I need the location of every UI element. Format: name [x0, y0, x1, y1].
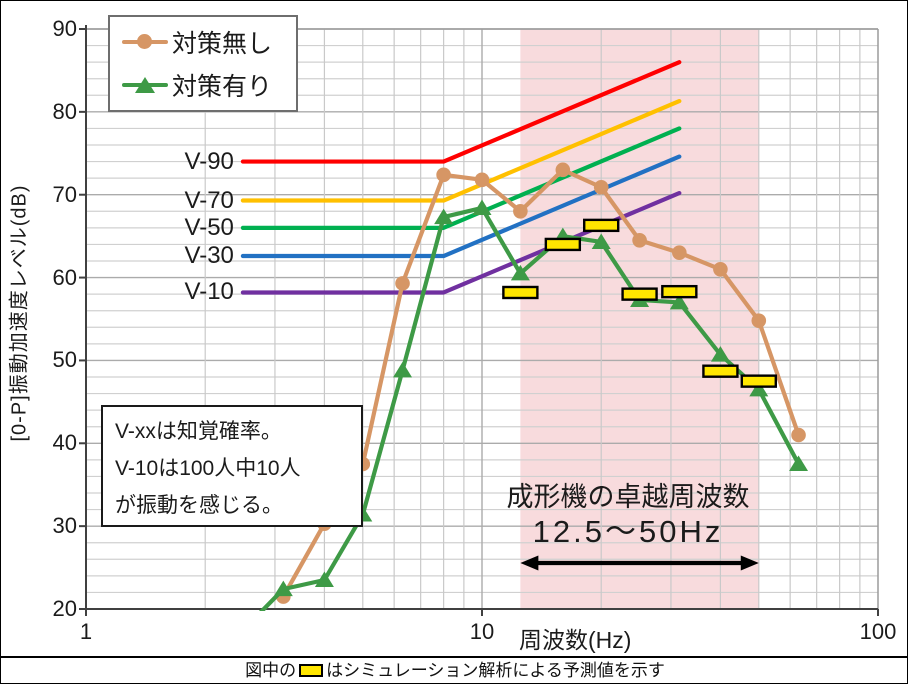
circle-marker — [632, 232, 647, 248]
chart-area: [0-P]振動加速度レベル(dB) 20 30 40 50 60 70 80 90 1 10 10… — [1, 1, 907, 656]
triangle-marker — [591, 233, 611, 249]
triangle-marker — [434, 208, 454, 225]
triangle-marker — [710, 346, 730, 362]
triangle-marker — [669, 293, 689, 310]
simulation-rect-marker — [544, 237, 582, 252]
simulation-rect-marker — [502, 285, 539, 300]
y-tick-label: 90 — [52, 16, 77, 41]
v-curve-label-V-30: V-30 — [184, 242, 234, 270]
circle-marker-icon — [122, 33, 168, 51]
y-tick-label: 60 — [52, 264, 77, 290]
triangle-marker — [393, 361, 413, 378]
v-curve-label-V-10: V-10 — [184, 278, 234, 306]
y-tick-label: 50 — [52, 347, 77, 373]
v-curve-V-70 — [240, 98, 682, 203]
circle-marker — [791, 427, 806, 443]
v-curve-label-V-90: V-90 — [184, 147, 234, 175]
y-tick-label: 30 — [52, 513, 77, 539]
circle-marker — [593, 179, 609, 195]
v-curve-V-90 — [240, 60, 682, 164]
y-tick-label: 70 — [52, 181, 77, 207]
circle-marker — [672, 245, 687, 261]
simulation-rect-marker — [583, 218, 620, 233]
v-curve-label-V-70: V-70 — [184, 186, 234, 214]
legend-label: 対策有り — [172, 72, 273, 101]
triangle-marker — [472, 199, 492, 215]
triangle-marker — [749, 380, 769, 397]
circle-marker — [395, 276, 410, 291]
legend-label: 対策無し — [172, 30, 273, 59]
plot-svg — [79, 25, 879, 637]
arrow-head-left — [520, 555, 539, 571]
legend: 対策無し 対策有り — [108, 15, 298, 112]
legend-item-with-countermeasure: 対策有り — [122, 67, 296, 103]
y-tick-label: 20 — [52, 596, 77, 621]
simulation-rect-icon — [299, 663, 324, 677]
arrow-head-right — [740, 555, 759, 571]
x-tick-label: 10 — [469, 619, 495, 644]
series-line — [281, 167, 801, 599]
triangle-marker — [273, 580, 293, 597]
v-curve-label-V-50: V-50 — [184, 213, 234, 241]
data-series-group — [234, 162, 809, 637]
circle-marker — [713, 261, 728, 277]
simulation-rect-marker — [621, 287, 658, 301]
highlight-band-range: 12.5～50Hz — [532, 514, 724, 549]
triangle-marker — [789, 455, 809, 471]
y-tick-label: 80 — [52, 98, 77, 124]
simulation-rect-marker — [661, 284, 698, 299]
circle-marker — [436, 167, 451, 183]
note-line: V-xxは知覚確率。 — [115, 420, 282, 443]
simulation-rect-marker — [740, 374, 777, 388]
note-box: V-xxは知覚確率。 V-10は100人中10人 が振動を感じる。 — [101, 405, 363, 527]
legend-item-no-countermeasure: 対策無し — [122, 24, 296, 60]
triangle-marker — [234, 621, 253, 637]
y-axis-title: [0-P]振動加速度レベル(dB) — [8, 184, 31, 442]
x-tick-label: 100 — [859, 619, 897, 644]
triangle-marker-icon — [122, 76, 168, 94]
x-axis-title: 周波数(Hz) — [519, 627, 632, 653]
circle-marker — [513, 203, 528, 219]
figure-caption: 図中の はシミュレーション解析による予測値を示す — [1, 656, 907, 683]
highlight-band-title: 成形機の卓越周波数 — [506, 482, 750, 512]
v-curve-V-50 — [240, 126, 682, 230]
caption-suffix: はシミュレーション解析による予測値を示す — [326, 661, 665, 680]
circle-marker — [751, 313, 767, 328]
circle-marker — [555, 162, 571, 178]
highlight-band — [520, 29, 759, 609]
note-line: V-10は100人中10人 — [115, 457, 301, 480]
triangle-marker — [510, 264, 530, 281]
simulation-rect-marker — [702, 364, 739, 378]
y-tick-label: 40 — [52, 430, 77, 456]
note-line: が振動を感じる。 — [115, 494, 283, 517]
circle-marker — [474, 172, 490, 188]
caption-prefix: 図中の — [245, 661, 297, 680]
triangle-marker — [314, 571, 334, 587]
x-tick-label: 1 — [79, 619, 93, 644]
